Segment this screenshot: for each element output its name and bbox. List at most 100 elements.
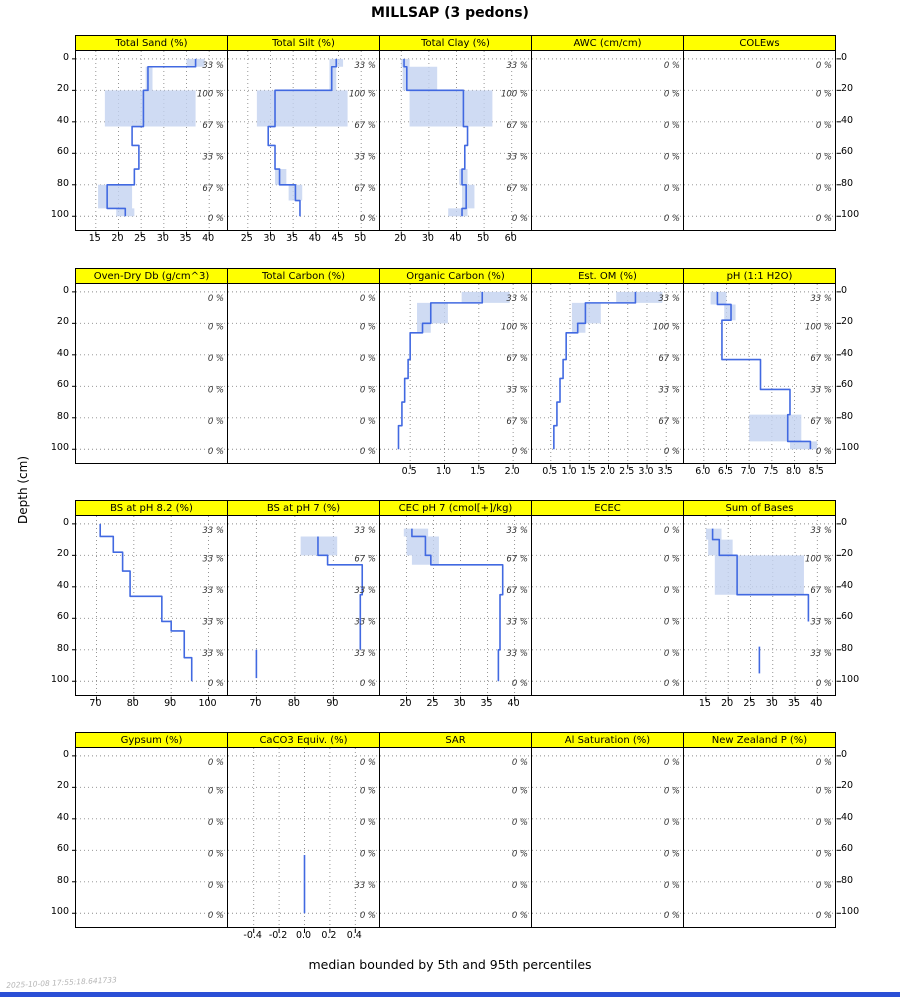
contributing-fraction-label: 0 % (816, 758, 832, 768)
depth-tick-label: 100 (50, 442, 69, 454)
x-tick-label: 20 (111, 233, 124, 244)
depth-tick-label: 40 (841, 114, 854, 126)
x-tick-label: 3.5 (657, 466, 673, 477)
depth-tick-label: 20 (56, 780, 69, 792)
contributing-fraction-label: 33 % (658, 294, 680, 304)
panel-body: 33 % 33 % 33 % 33 % 33 % 0 % (72, 515, 229, 701)
depth-tick-label: 80 (841, 874, 854, 886)
depth-plot: 0 % 0 % 0 % 0 % 0 % 0 % (684, 58, 841, 224)
contributing-fraction-label: 0 % (664, 758, 680, 768)
x-tick-label: 8.5 (808, 466, 824, 477)
contributing-fraction-label: 67 % (354, 184, 376, 194)
panel-strip: Gypsum (%) (75, 732, 228, 748)
depth-tick-label: 40 (841, 347, 854, 359)
contributing-fraction-label: 0 % (512, 447, 528, 457)
panel-strip: Al Saturation (%) (531, 732, 684, 748)
contributing-fraction-label: 33 % (810, 294, 832, 304)
contributing-fraction-label: 67 % (506, 554, 528, 564)
contributing-fraction-label: 0 % (664, 61, 680, 71)
x-tick-label: 20 (394, 233, 407, 244)
depth-plot: 33 % 67 % 33 % 33 % 33 % 0 % (228, 516, 381, 701)
depth-plot: 33 % 100 % 67 % 33 % 67 % 0 % (72, 51, 229, 236)
x-tick-label: 0.5 (542, 466, 558, 477)
median-line (411, 528, 504, 682)
depth-tick-label: 80 (841, 410, 854, 422)
depth-tick-label: 60 (841, 611, 854, 623)
median-line (553, 291, 637, 450)
contributing-fraction-label: 0 % (360, 294, 376, 304)
panel-body: 0 % 0 % 0 % 0 % 33 % 0 % (227, 747, 381, 933)
contributing-fraction-label: 33 % (202, 61, 224, 71)
contributing-fraction-label: 67 % (810, 417, 832, 427)
contributing-fraction-label: 0 % (360, 758, 376, 768)
depth-plot: 33 % 100 % 67 % 33 % 33 % 0 % (684, 516, 841, 701)
panel-body: 0 % 0 % 0 % 0 % 0 % 0 % (227, 283, 381, 464)
panel-body: 33 % 67 % 67 % 33 % 33 % 0 % (379, 515, 533, 701)
x-tick-label: -0.4 (243, 930, 262, 941)
x-tick-label: 8.0 (785, 466, 802, 477)
contributing-fraction-label: 0 % (816, 61, 832, 71)
panel-title: Total Sand (%) (115, 37, 188, 49)
contributing-fraction-label: 0 % (664, 89, 680, 99)
contributing-fraction-label: 100 % (501, 89, 528, 99)
x-tick-label: 0.4 (346, 930, 362, 941)
contributing-fraction-label: 100 % (805, 322, 832, 332)
contributing-fraction-label: 0 % (208, 294, 224, 304)
contributing-fraction-label: 67 % (810, 354, 832, 364)
contributing-fraction-label: 0 % (512, 786, 528, 796)
contributing-fraction-label: 0 % (664, 617, 680, 627)
contributing-fraction-label: 0 % (816, 911, 832, 921)
contributing-fraction-label: 0 % (360, 385, 376, 395)
contributing-fraction-label: 0 % (664, 554, 680, 564)
contributing-fraction-label: 0 % (816, 121, 832, 131)
x-tick-label: 40 (810, 698, 823, 709)
contributing-fraction-label: 67 % (506, 354, 528, 364)
contributing-fraction-label: 0 % (512, 679, 528, 689)
panel-body: 33 % 100 % 67 % 33 % 67 % 0 % (531, 283, 685, 469)
percentile-ribbon (448, 169, 475, 217)
depth-plot: 33 % 67 % 67 % 33 % 33 % 0 % (380, 516, 533, 701)
contributing-fraction-label: 0 % (816, 214, 832, 224)
percentile-ribbon (98, 184, 135, 217)
contributing-fraction-label: 0 % (360, 818, 376, 828)
depth-tick-label: 100 (50, 674, 69, 686)
median-line (711, 528, 810, 622)
x-tick-label: 40 (202, 233, 215, 244)
contributing-fraction-label: 100 % (653, 322, 680, 332)
contributing-fraction-label: 0 % (512, 818, 528, 828)
contributing-fraction-label: 0 % (360, 447, 376, 457)
contributing-fraction-label: 33 % (202, 554, 224, 564)
x-tick-label: 40 (449, 233, 462, 244)
depth-tick-label: 20 (56, 316, 69, 328)
depth-plot: 0 % 0 % 0 % 0 % 0 % 0 % (72, 755, 229, 921)
contributing-fraction-label: 0 % (816, 152, 832, 162)
contributing-fraction-label: 0 % (816, 786, 832, 796)
contributing-fraction-label: 0 % (816, 184, 832, 194)
contributing-fraction-label: 0 % (208, 447, 224, 457)
contributing-fraction-label: 0 % (664, 679, 680, 689)
contributing-fraction-label: 0 % (664, 152, 680, 162)
depth-tick-label: 80 (56, 874, 69, 886)
panel-strip: CEC pH 7 (cmol[+]/kg) (379, 500, 532, 516)
panel-title: pH (1:1 H2O) (726, 270, 793, 282)
percentile-ribbon (571, 291, 663, 333)
depth-tick-label: 40 (56, 114, 69, 126)
contributing-fraction-label: 67 % (202, 184, 224, 194)
panel-strip: Total Carbon (%) (227, 268, 380, 284)
contributing-fraction-label: 0 % (208, 679, 224, 689)
contributing-fraction-label: 0 % (360, 214, 376, 224)
contributing-fraction-label: 100 % (197, 89, 224, 99)
contributing-fraction-label: 0 % (512, 911, 528, 921)
panel-strip: Sum of Bases (683, 500, 836, 516)
x-tick-label: 6.5 (717, 466, 734, 477)
x-tick-label: 6.0 (695, 466, 711, 477)
x-tick-label: 30 (765, 698, 778, 709)
depth-plot: 33 % 100 % 67 % 33 % 67 % 0 % (380, 51, 533, 236)
contributing-fraction-label: 0 % (208, 758, 224, 768)
panel-body: 33 % 100 % 67 % 33 % 33 % 0 % (683, 515, 841, 701)
contributing-fraction-label: 0 % (664, 649, 680, 659)
depth-tick-label: 100 (841, 209, 860, 221)
contributing-fraction-label: 0 % (816, 89, 832, 99)
contributing-fraction-label: 33 % (810, 649, 832, 659)
